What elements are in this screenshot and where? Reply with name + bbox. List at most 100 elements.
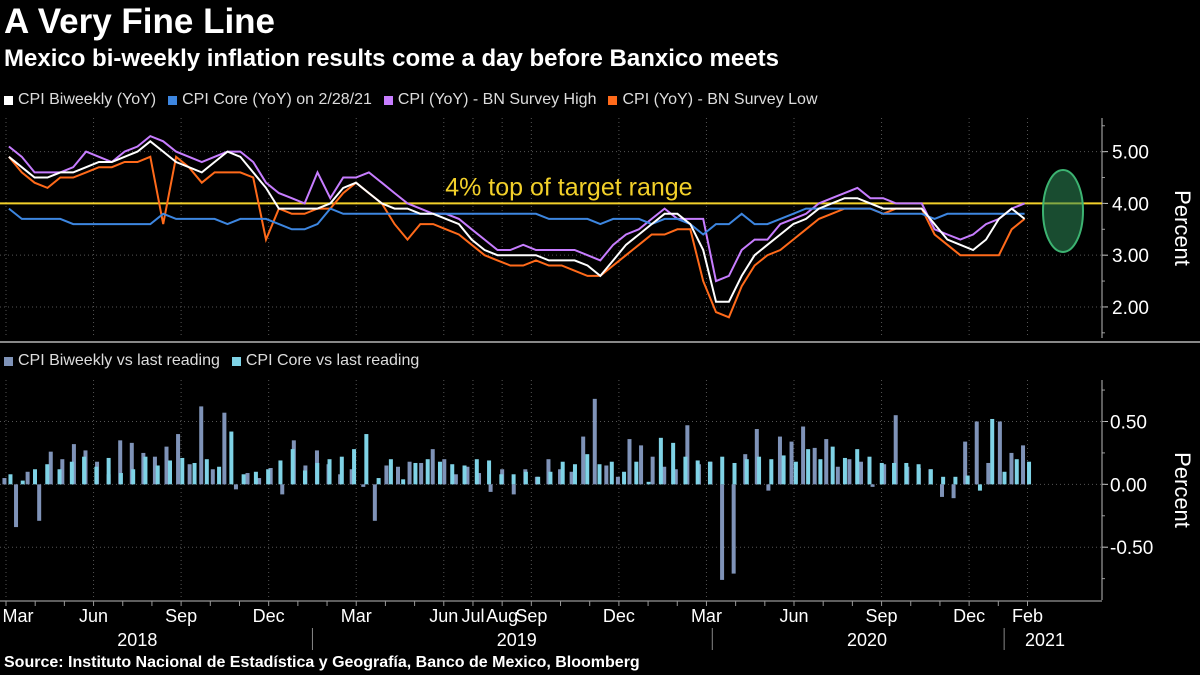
bar-bar_biweekly-3 xyxy=(37,484,42,521)
bar-bar_biweekly-85 xyxy=(986,462,991,485)
bar-bar_core-64 xyxy=(793,461,798,485)
bar-bar_core-51 xyxy=(634,461,639,485)
tick-label-x-1: Jun xyxy=(79,606,108,626)
bar-bar_core-35 xyxy=(437,461,442,485)
tick-label-x-14: Feb xyxy=(1012,606,1043,626)
bar-bar_core-13 xyxy=(167,460,172,485)
bar-bar_biweekly-69 xyxy=(801,426,806,485)
bar-bar_biweekly-74 xyxy=(858,461,863,485)
bar-bar_core-61 xyxy=(757,456,762,485)
bar-bar_biweekly-88 xyxy=(1021,445,1026,485)
series-line-cpi_core xyxy=(8,207,1025,236)
legend-item-survey-high: CPI (YoY) - BN Survey High xyxy=(383,91,597,109)
bar-bar_core-17 xyxy=(217,466,222,485)
bar-bar_core-10 xyxy=(131,469,136,485)
legend-swatch-bar-biweekly xyxy=(4,356,13,366)
legend-item-survey-low: CPI (YoY) - BN Survey Low xyxy=(608,91,818,109)
bar-bar_core-18 xyxy=(229,431,234,485)
legend-item-cpi-core: CPI Core (YoY) on 2/28/21 xyxy=(168,91,372,109)
bar-bar_biweekly-65 xyxy=(754,429,759,485)
bar-bar_biweekly-52 xyxy=(604,465,609,485)
bar-bar_biweekly-18 xyxy=(210,469,215,485)
bar-bar_core-58 xyxy=(720,456,725,485)
bar-bar_biweekly-48 xyxy=(558,469,563,485)
legend-swatch-survey-low xyxy=(608,95,618,105)
bar-bar_core-27 xyxy=(339,456,344,485)
bar-bar_core-52 xyxy=(646,481,651,485)
bar-bar_core-49 xyxy=(609,461,614,485)
bar-bar_biweekly-75 xyxy=(870,484,875,487)
bar-bar_core-32 xyxy=(401,479,406,485)
tick-label-x-5: Jun xyxy=(429,606,458,626)
legend-label-survey-high: CPI (YoY) - BN Survey High xyxy=(397,91,597,108)
bar-bar_core-39 xyxy=(487,460,492,485)
bar-bar_biweekly-11 xyxy=(129,442,134,485)
target-line-label: 4% top of target range xyxy=(445,173,692,201)
chart-subtitle: Mexico bi-weekly inflation results come … xyxy=(4,45,779,72)
bar-bar_core-75 xyxy=(928,469,933,485)
tick-label-y-top-2: 4.00 xyxy=(1112,194,1149,215)
bar-bar_biweekly-13 xyxy=(152,456,157,485)
bar-bar_core-21 xyxy=(266,469,271,485)
series-line-survey_high xyxy=(8,134,1025,283)
tick-label-x-9: Dec xyxy=(603,606,635,626)
bar-bar_core-8 xyxy=(106,457,111,485)
bar-bar_biweekly-82 xyxy=(951,484,956,499)
bar-bar_core-9 xyxy=(118,473,123,485)
bar-bar_biweekly-0 xyxy=(2,478,7,485)
bar-bar_biweekly-37 xyxy=(430,449,435,485)
bar-bar_core-79 xyxy=(977,484,982,491)
bar-bar_core-41 xyxy=(511,474,516,485)
bar-bar_biweekly-81 xyxy=(940,484,945,497)
bar-bar_biweekly-16 xyxy=(187,464,192,485)
chart-title: A Very Fine Line xyxy=(4,2,276,41)
year-label-1: 2019 xyxy=(497,630,537,650)
bar-bar_core-7 xyxy=(94,466,99,485)
bar-bar_biweekly-84 xyxy=(974,421,979,485)
bar-bar_biweekly-17 xyxy=(199,406,204,485)
bar-bar_core-59 xyxy=(732,462,737,485)
bar-bar_core-19 xyxy=(241,474,246,485)
bar-bar_core-24 xyxy=(302,470,307,485)
bar-bar_biweekly-15 xyxy=(176,434,181,485)
bar-bar_biweekly-72 xyxy=(835,466,840,485)
legend-top: CPI Biweekly (YoY) CPI Core (YoY) on 2/2… xyxy=(4,91,818,109)
bar-bar_biweekly-51 xyxy=(592,398,597,485)
bar-bar_biweekly-22 xyxy=(257,478,262,485)
bar-bar_biweekly-70 xyxy=(812,447,817,485)
bar-bar_core-73 xyxy=(904,462,909,485)
legend-item-cpi-biweekly: CPI Biweekly (YoY) xyxy=(4,91,156,109)
bar-bar_core-54 xyxy=(671,442,676,485)
tick-label-y-top-1: 3.00 xyxy=(1112,246,1149,267)
bar-bar_core-56 xyxy=(695,460,700,485)
tick-label-y-bottom-0: -0.50 xyxy=(1110,538,1153,559)
bar-bar_core-47 xyxy=(585,454,590,485)
bar-bar_core-71 xyxy=(879,462,884,485)
year-label-3: 2021 xyxy=(1025,630,1065,650)
legend-item-bar-core: CPI Core vs last reading xyxy=(231,352,420,370)
bar-bar_core-36 xyxy=(450,464,455,485)
bar-bar_core-80 xyxy=(990,418,995,485)
bar-bar_biweekly-62 xyxy=(720,484,725,580)
bar-bar_biweekly-6 xyxy=(71,444,76,485)
bar-bar_biweekly-41 xyxy=(477,473,482,485)
legend-label-bar-core: CPI Core vs last reading xyxy=(245,352,420,369)
bar-bar_biweekly-58 xyxy=(673,469,678,485)
year-label-2: 2020 xyxy=(847,630,887,650)
bar-bar_core-53 xyxy=(658,437,663,485)
bar-bar_biweekly-53 xyxy=(615,476,620,485)
tick-label-x-12: Sep xyxy=(866,606,898,626)
bar-bar_biweekly-66 xyxy=(766,484,771,491)
bar-bar_core-11 xyxy=(143,456,148,485)
bar-bar_core-78 xyxy=(965,475,970,485)
bar-bar_biweekly-35 xyxy=(407,461,412,485)
bar-bar_core-83 xyxy=(1027,461,1032,485)
bar-bar_biweekly-12 xyxy=(141,452,146,485)
bar-bar_biweekly-59 xyxy=(685,425,690,485)
bar-bar_core-22 xyxy=(278,460,283,485)
bar-bar_core-12 xyxy=(155,465,160,485)
legend-label-survey-low: CPI (YoY) - BN Survey Low xyxy=(622,91,818,108)
bar-bar_biweekly-86 xyxy=(997,421,1002,485)
bar-bar_biweekly-44 xyxy=(511,484,516,495)
